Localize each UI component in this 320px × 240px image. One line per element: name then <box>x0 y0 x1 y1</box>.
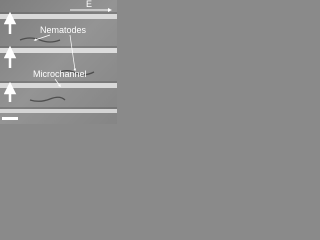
channel <box>0 14 117 19</box>
page: E Nematodes Microchannel (() => { const … <box>0 0 117 124</box>
microchannel-label: Microchannel <box>33 69 87 79</box>
channel <box>0 109 117 113</box>
pointer <box>33 34 51 41</box>
nematodes-label: Nematodes <box>40 25 87 35</box>
channel <box>0 48 117 53</box>
nematodes <box>19 37 95 102</box>
background <box>0 0 117 124</box>
field-label: E <box>86 0 92 9</box>
scale-bar <box>2 117 18 120</box>
pointer <box>69 34 77 72</box>
pointer <box>54 78 61 88</box>
micrograph: E Nematodes Microchannel <box>0 0 117 124</box>
